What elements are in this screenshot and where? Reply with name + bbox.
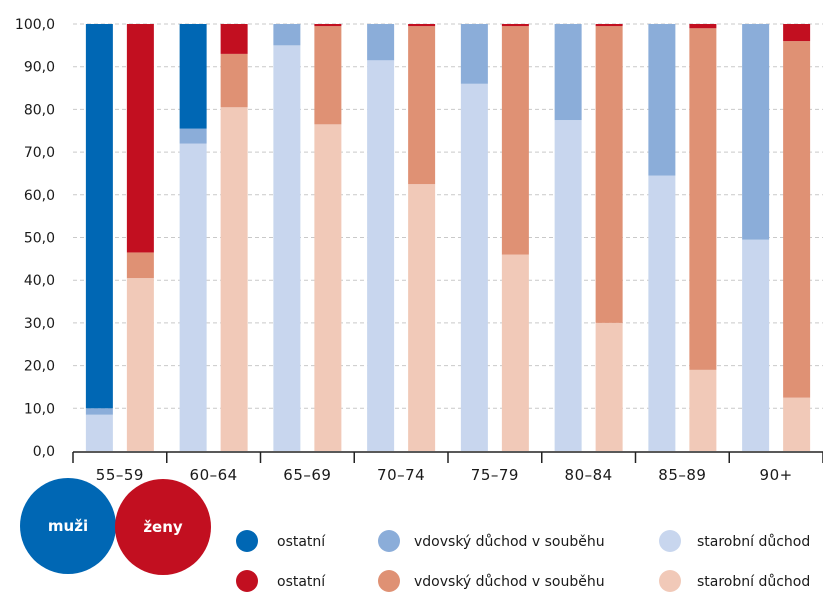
legend-men-item-vdovsky: vdovský důchod v souběhu (414, 534, 605, 550)
x-tick-label: 85–89 (658, 466, 706, 484)
legend-women-item-ostatni: ostatní (277, 574, 326, 590)
bar-segment (220, 53, 248, 108)
bar-segment (501, 26, 529, 255)
legend-women-label: ženy (143, 518, 183, 536)
bar-segment (126, 252, 154, 279)
bars (85, 24, 811, 452)
y-tick-label: 0,0 (33, 444, 55, 460)
bar-segment (689, 24, 717, 29)
y-tick-label: 10,0 (24, 401, 55, 417)
legend-women-swatch-vdovsky (378, 570, 400, 592)
bar-segment (408, 24, 436, 27)
bar-segment (179, 24, 207, 129)
bar-segment (179, 128, 207, 144)
bar-segment (273, 24, 301, 46)
bar-segment (648, 175, 676, 451)
x-tick-label: 70–74 (377, 466, 425, 484)
bar-segment (501, 254, 529, 451)
bar-segment (460, 83, 488, 451)
bar-segment (595, 322, 623, 451)
y-tick-label: 40,0 (24, 273, 55, 289)
x-tick-label: 80–84 (565, 466, 613, 484)
y-tick-label: 20,0 (24, 359, 55, 375)
legend-men-swatch-vdovsky (378, 530, 400, 552)
bar-segment (367, 24, 395, 61)
y-tick-label: 70,0 (24, 145, 55, 161)
bar-segment (367, 60, 395, 452)
x-axis: 55–59 60–64 65–69 70–74 75–79 80–84 85–89 90+ (72, 451, 823, 484)
bar-segment (220, 24, 248, 54)
y-axis: 0,0 10,0 20,0 30,0 40,0 50,0 60,0 70,0 80,0 90,0 1… (15, 17, 55, 460)
y-tick-label: 100,0 (15, 17, 55, 33)
bar-segment (742, 24, 770, 240)
bar-segment (501, 24, 529, 27)
bar-segment (314, 24, 342, 27)
y-tick-label: 90,0 (24, 60, 55, 76)
x-tick-label: 90+ (760, 466, 793, 484)
bar-segment (742, 239, 770, 451)
legend-men-circle (20, 478, 116, 574)
y-tick-label: 60,0 (24, 188, 55, 204)
bar-segment (648, 24, 676, 176)
bar-segment (783, 397, 811, 451)
bar-segment (273, 45, 301, 451)
bar-segment (783, 41, 811, 398)
bar-segment (126, 24, 154, 253)
legend-women-circle (115, 479, 211, 575)
bar-segment (314, 26, 342, 125)
bar-segment (595, 26, 623, 323)
bar-segment (126, 278, 154, 451)
legend-women-swatch-starobni (659, 570, 681, 592)
legend-men-item-ostatni: ostatní (277, 534, 326, 550)
legend-men-swatch-starobni (659, 530, 681, 552)
bar-segment (179, 143, 207, 451)
y-tick-label: 50,0 (24, 231, 55, 247)
legend-women-item-vdovsky: vdovský důchod v souběhu (414, 574, 605, 590)
bar-segment (408, 26, 436, 185)
bar-segment (595, 24, 623, 27)
bar-segment (554, 24, 582, 121)
bar-segment (783, 24, 811, 42)
y-tick-label: 30,0 (24, 316, 55, 332)
bar-segment (85, 408, 113, 415)
legend: muži ženy ostatní vdovský důchod v soubě… (20, 478, 810, 592)
bar-segment (220, 107, 248, 451)
x-tick-label: 75–79 (471, 466, 519, 484)
x-tick-label: 60–64 (190, 466, 238, 484)
x-tick-label: 65–69 (283, 466, 331, 484)
bar-segment (689, 28, 717, 370)
bar-segment (460, 24, 488, 84)
bar-segment (554, 120, 582, 451)
legend-men-swatch-ostatni (236, 530, 258, 552)
bar-segment (314, 124, 342, 451)
legend-men-item-starobni: starobní důchod (697, 534, 810, 550)
bar-segment (85, 414, 113, 451)
y-tick-label: 80,0 (24, 102, 55, 118)
bar-segment (85, 24, 113, 409)
legend-women-item-starobni: starobní důchod (697, 574, 810, 590)
bar-segment (689, 369, 717, 451)
legend-men-label: muži (48, 517, 88, 535)
bar-segment (408, 184, 436, 451)
x-tick-label: 55–59 (96, 466, 144, 484)
legend-women-swatch-ostatni (236, 570, 258, 592)
